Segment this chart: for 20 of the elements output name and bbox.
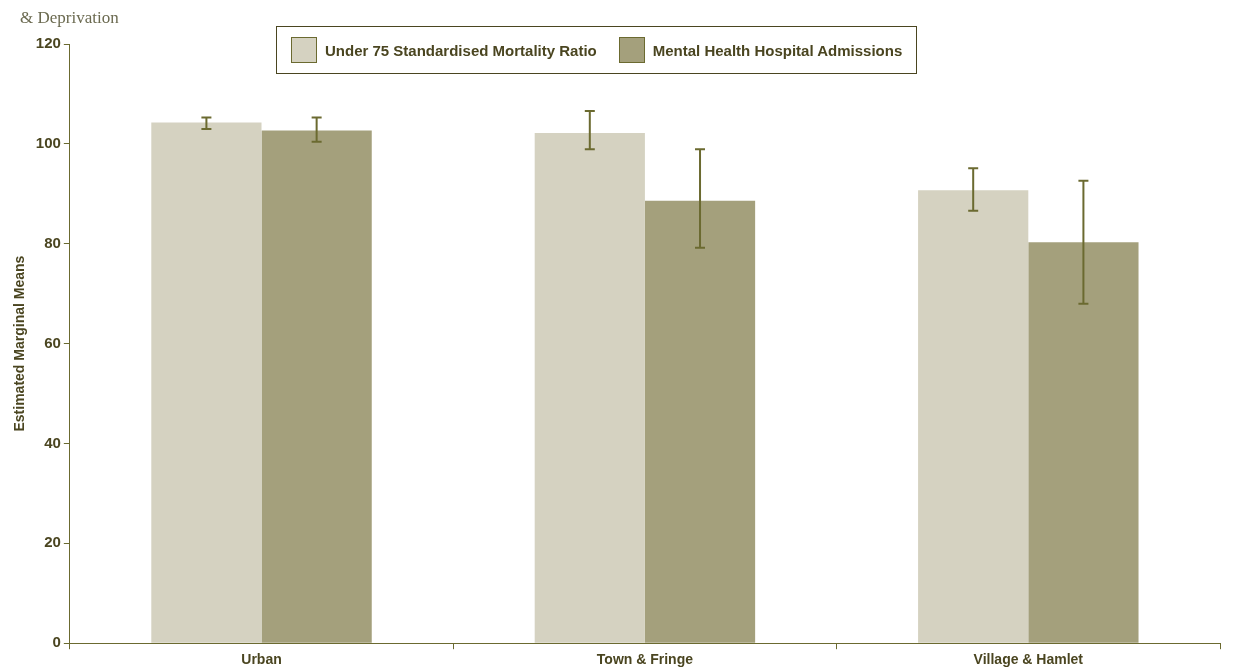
legend-label: Mental Health Hospital Admissions — [652, 41, 903, 59]
y-tick-label: 60 — [44, 333, 61, 351]
y-tick-label: 40 — [44, 433, 61, 451]
bar — [918, 190, 1029, 643]
y-tick-label: 120 — [35, 34, 61, 52]
x-tick-label: Urban — [241, 651, 282, 668]
bar — [1028, 242, 1139, 643]
legend-label: Under 75 Standardised Mortality Ratio — [325, 41, 597, 59]
y-tick-label: 20 — [44, 533, 61, 551]
y-tick-label: 100 — [35, 134, 61, 152]
bar — [261, 130, 372, 643]
x-tick-label: Village & Hamlet — [973, 651, 1084, 668]
x-tick-label: Town & Fringe — [596, 651, 694, 668]
chart-title: & Deprivation — [20, 8, 119, 28]
bar — [534, 132, 645, 643]
bar — [151, 122, 262, 643]
y-tick-label: 80 — [44, 233, 61, 251]
y-tick-label: 0 — [52, 633, 61, 651]
bar — [644, 200, 756, 643]
y-axis-title: Estimated Marginal Means — [11, 255, 28, 432]
